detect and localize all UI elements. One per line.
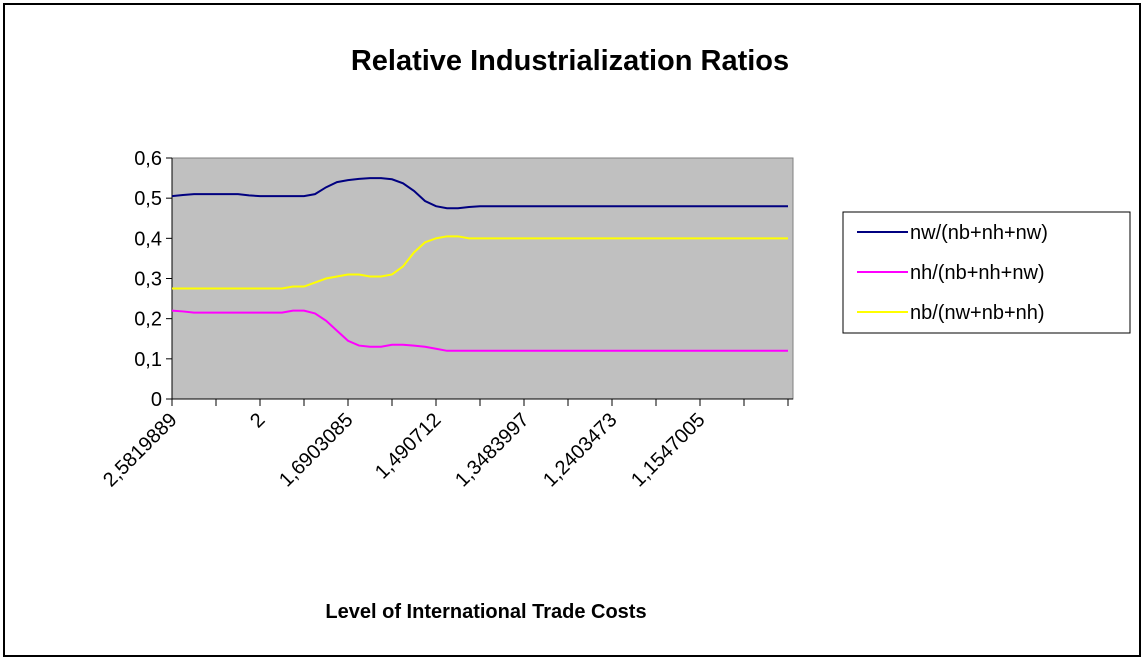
y-tick-label: 0,4 [134,228,162,250]
legend-label: nb/(nw+nb+nh) [910,302,1045,324]
plot-area [171,157,794,400]
y-tick-label: 0 [151,389,162,411]
series-line [171,309,788,352]
legend-label: nw/(nb+nh+nw) [910,222,1048,244]
chart-title: Relative Industrialization Ratios [351,45,789,77]
x-axis-label: Level of International Trade Costs [325,601,646,623]
y-tick-label: 0,2 [134,309,162,331]
y-tick-label: 0,1 [134,349,162,371]
series-line [172,235,788,290]
y-tick-label: 0,3 [134,269,162,291]
legend-label: nh/(nb+nh+nw) [910,262,1045,284]
y-tick-label: 0,5 [134,188,162,210]
series-line [171,177,788,210]
y-tick-label: 0,6 [134,148,162,170]
